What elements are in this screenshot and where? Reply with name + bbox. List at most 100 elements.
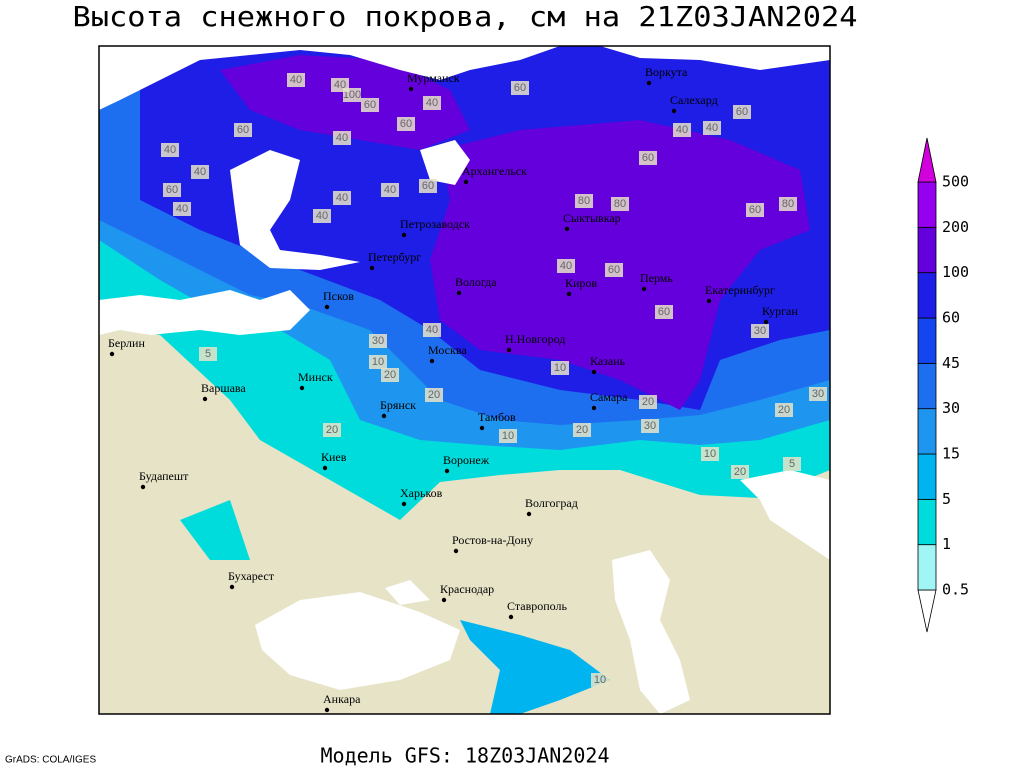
contour-label-box [381,368,399,382]
contour-label: 80 [578,195,590,207]
city-label: Минск [298,370,333,384]
contour-label: 40 [426,97,438,109]
city-dot [479,425,485,431]
colorbar-label: 5 [942,490,951,508]
city-label: Воронеж [443,453,490,467]
contour-label-box [191,165,209,179]
city-dot [453,548,459,554]
city-dot [408,86,414,92]
contour-label: 40 [334,79,346,91]
colorbar-box [917,498,937,546]
contour-label: 60 [514,82,526,94]
city-label: Петербург [368,250,421,264]
contour-label: 10 [704,448,716,460]
city-dot [444,468,450,474]
city-label: Салехард [670,93,718,107]
city-dot [202,396,208,402]
city-dot [324,707,330,713]
contour-label: 20 [576,424,588,436]
contour-label: 40 [560,260,572,272]
city-layer: Мурманск Воркута Салехард Архангельск Петроз… [108,65,798,713]
contour-label-box [673,123,691,137]
contour-label: 20 [734,466,746,478]
contour-label: 60 [422,180,434,192]
city-dot [324,304,330,310]
contour-label: 80 [782,198,794,210]
city-dot [429,358,435,364]
city-label: Екатеринбург [705,283,775,297]
city-label: Казань [590,354,626,368]
contour-label: 40 [194,166,206,178]
contour-label-box [703,121,721,135]
contour-label-box [161,143,179,157]
city-dot [401,501,407,507]
colorbar-box [917,181,937,228]
city-label: Тамбов [478,410,516,424]
contour-label-box [369,334,387,348]
city-label: Самара [590,390,628,404]
city-label: Киров [565,276,597,290]
city-label: Архангельск [462,164,527,178]
city-label: Ставрополь [507,599,567,613]
contour-label-box [605,263,623,277]
city-dot [463,179,469,185]
contour-label: 40 [336,192,348,204]
colorbar-bottom [917,589,937,633]
city-label: Пермь [640,271,673,285]
city-dot [322,465,328,471]
contour-label: 10 [554,362,566,374]
contour-label: 40 [290,74,302,86]
contour-label-box [287,73,305,87]
contour-label: 30 [644,420,656,432]
contour-label-box [733,105,751,119]
contour-label-box [199,347,217,361]
contour-label-box [751,324,769,338]
city-label: Анкара [323,692,361,706]
city-label: Брянск [380,398,416,412]
colorbar-label: 500 [942,173,969,191]
footer: Модель GFS: 18Z03JAN2024 [321,744,610,768]
colorbar-label: 200 [942,218,969,236]
city-dot [526,511,532,517]
contour-label-box [173,202,191,216]
contour-label-box [611,197,629,211]
city-dot [109,351,115,357]
city-dot [566,291,572,297]
colorbar-box [917,362,937,410]
contour-label: 40 [426,324,438,336]
contour-label-box [381,183,399,197]
contour-label: 60 [736,106,748,118]
contour-label: 60 [658,306,670,318]
city-dot [763,319,769,325]
city-dot [441,597,447,603]
contour-label: 40 [164,144,176,156]
contour-label-box [511,81,529,95]
contour-label: 40 [336,132,348,144]
city-label: Москва [428,343,467,357]
city-dot [564,226,570,232]
title: Высота снежного покрова, см на 21Z03JAN2… [73,0,858,33]
contour-label-box [419,179,437,193]
contour-label: 60 [364,99,376,111]
city-dot [508,614,514,620]
contour-label-box [333,191,351,205]
city-label: Сыктывкар [563,211,621,225]
contour-label-box [499,429,517,443]
contour-label: 40 [316,210,328,222]
contour-label: 80 [614,198,626,210]
contour-label-box [369,355,387,369]
contour-label-box [361,98,379,112]
city-label: Варшава [201,381,246,395]
contour-label-box [397,117,415,131]
city-label: Псков [323,289,354,303]
city-dot [299,385,305,391]
contour-label: 10 [502,430,514,442]
city-label: Курган [762,304,798,318]
city-label: Петрозаводск [400,217,470,231]
colorbar-label: 1 [942,535,951,553]
city-dot [381,413,387,419]
colorbar-box [917,408,937,455]
contour-label-box [573,423,591,437]
city-label: Харьков [400,486,443,500]
